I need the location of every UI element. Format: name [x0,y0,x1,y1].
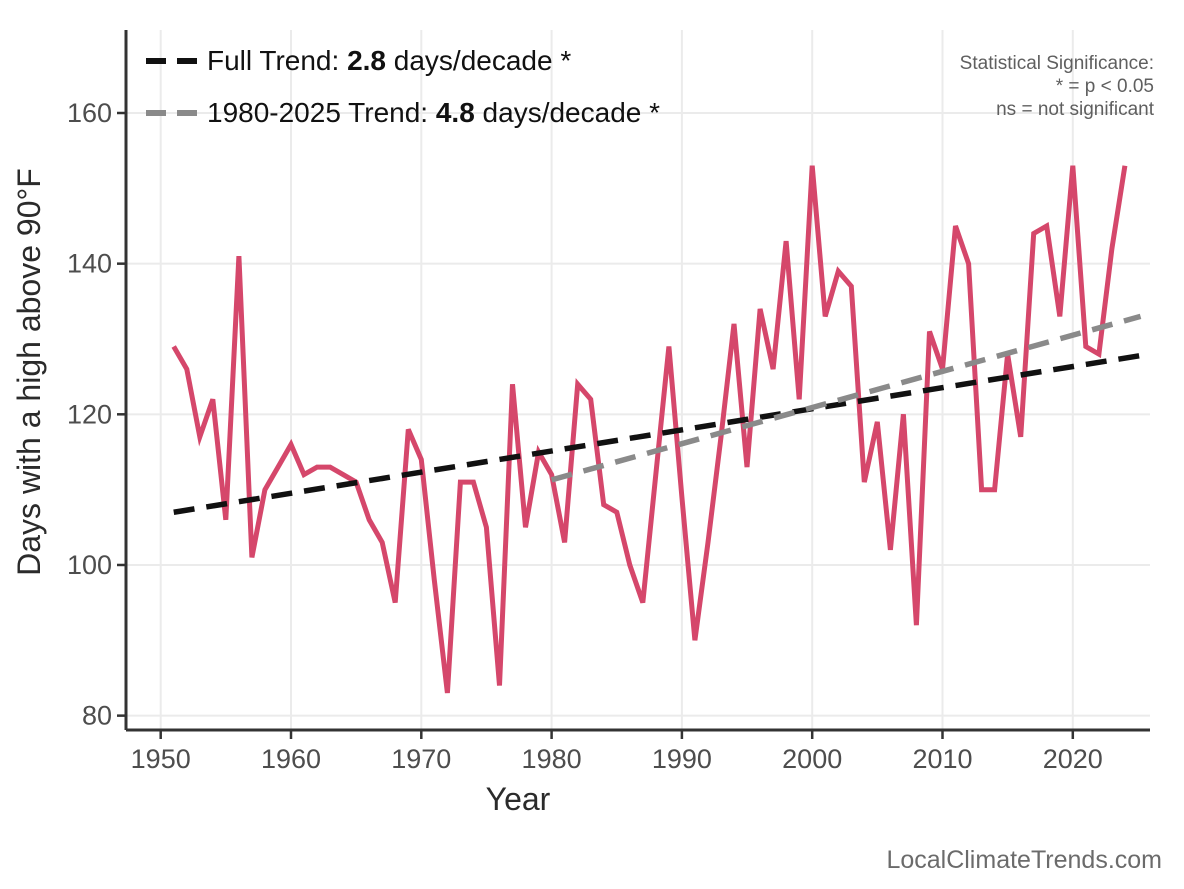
legend-label-full-trend: Full Trend: 2.8 days/decade * [207,45,571,77]
y-tick-label: 80 [82,701,112,731]
x-axis-title: Year [486,781,551,817]
y-tick-label: 120 [67,399,112,429]
legend-full-suffix: days/decade * [386,45,572,76]
full-trend-dash-sample [146,58,198,64]
recent-trend-dash-sample [146,110,198,116]
days-above-90-series-line [171,165,1128,694]
legend-recent-prefix: 1980-2025 Trend: [207,97,436,128]
significance-note: Statistical Significance: * = p < 0.05 n… [960,52,1154,121]
legend-full-value: 2.8 [347,45,386,76]
x-tick-label: 1990 [652,744,712,774]
x-tick-label: 2020 [1043,744,1103,774]
legend-full-prefix: Full Trend: [207,45,348,76]
x-tick-label: 1960 [261,744,321,774]
legend-recent-suffix: days/decade * [474,97,661,128]
x-tick-label: 1980 [522,744,582,774]
x-tick-label: 1970 [391,744,451,774]
legend-recent-value: 4.8 [435,97,475,128]
y-tick-label: 100 [67,550,112,580]
x-tick-label: 2010 [912,744,972,774]
significance-star-meaning: * = p < 0.05 [1055,76,1154,97]
y-tick-label: 140 [67,249,112,279]
watermark: LocalClimateTrends.com [886,846,1162,874]
significance-ns-meaning: ns = not significant [996,99,1154,120]
x-tick-label: 2000 [782,744,842,774]
recent-trend-line [550,313,1142,483]
significance-title: Statistical Significance: [959,53,1154,74]
legend-item-full-trend: Full Trend: 2.8 days/decade * [146,44,571,78]
legend-label-recent-trend: 1980-2025 Trend: 4.8 days/decade * [207,97,660,129]
legend-item-recent-trend: 1980-2025 Trend: 4.8 days/decade * [146,96,660,130]
y-axis-title: Days with a high above 90°F [11,168,47,576]
y-tick-label: 160 [67,98,112,128]
x-tick-label: 1950 [131,744,191,774]
